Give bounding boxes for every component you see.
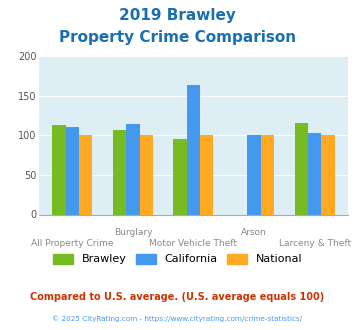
Bar <box>53 125 66 214</box>
Bar <box>174 139 187 214</box>
Bar <box>200 135 213 214</box>
Text: Larceny & Theft: Larceny & Theft <box>279 239 351 248</box>
Text: Property Crime Comparison: Property Crime Comparison <box>59 30 296 45</box>
Text: Arson: Arson <box>241 228 267 237</box>
Text: Burglary: Burglary <box>114 228 152 237</box>
Text: © 2025 CityRating.com - https://www.cityrating.com/crime-statistics/: © 2025 CityRating.com - https://www.city… <box>53 315 302 322</box>
Bar <box>321 135 334 214</box>
Bar <box>79 135 92 214</box>
Bar <box>261 135 274 214</box>
Text: All Property Crime: All Property Crime <box>31 239 114 248</box>
Bar <box>126 124 140 214</box>
Text: 2019 Brawley: 2019 Brawley <box>119 8 236 23</box>
Bar <box>295 123 308 214</box>
Bar <box>187 85 200 214</box>
Bar <box>113 130 126 214</box>
Bar <box>247 135 261 214</box>
Bar <box>66 127 79 214</box>
Bar <box>140 135 153 214</box>
Text: Motor Vehicle Theft: Motor Vehicle Theft <box>149 239 237 248</box>
Legend: Brawley, California, National: Brawley, California, National <box>51 251 304 267</box>
Bar <box>308 133 321 214</box>
Text: Compared to U.S. average. (U.S. average equals 100): Compared to U.S. average. (U.S. average … <box>31 292 324 302</box>
